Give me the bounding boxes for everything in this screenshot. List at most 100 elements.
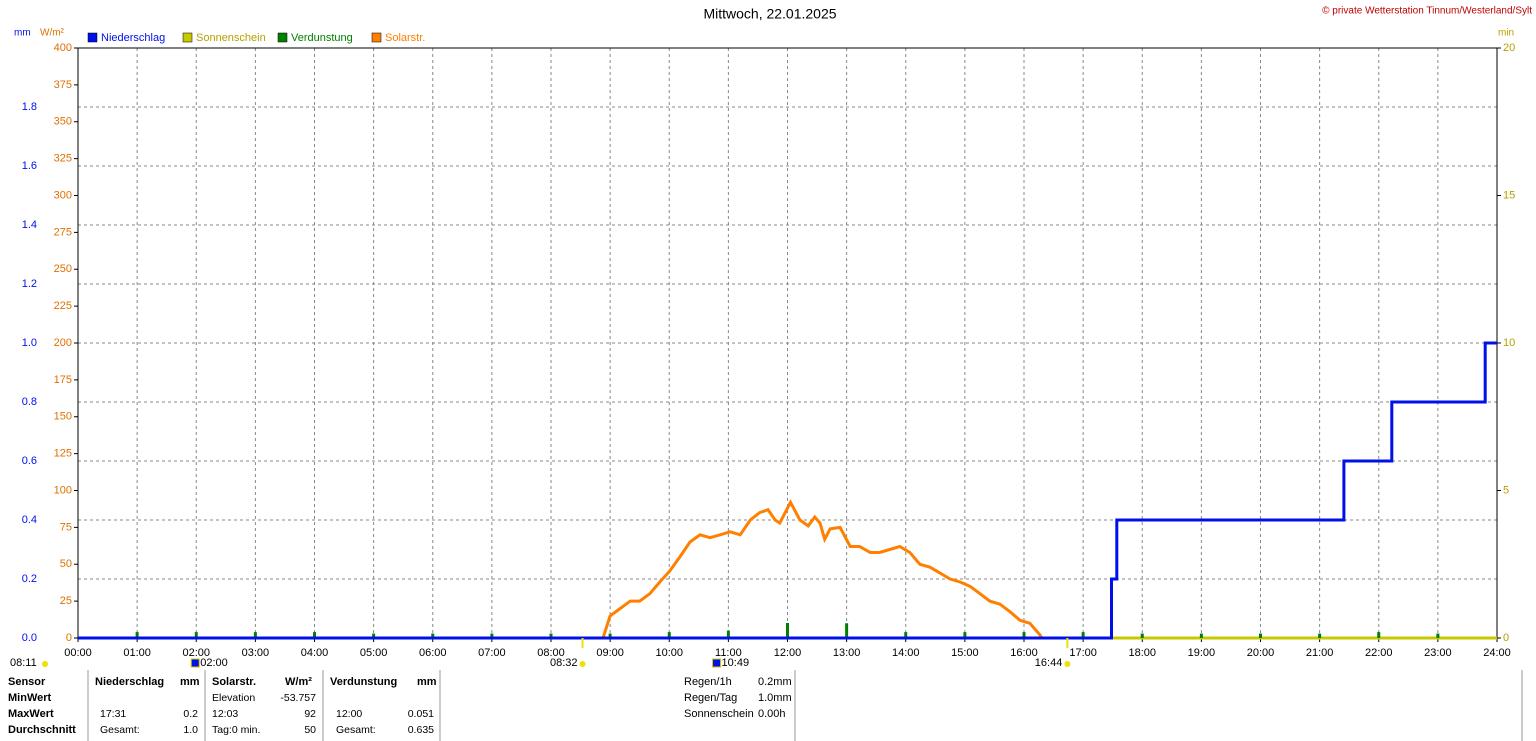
x-tick-label: 13:00 [833,647,861,659]
y2-tick-label: 0 [66,632,72,644]
chart-title: Mittwoch, 22.01.2025 [703,6,836,22]
y2-tick-label: 200 [54,337,72,349]
table-cell: -53.757 [280,692,316,704]
x-tick-label: 02:00 [182,647,210,659]
table-header: mm [180,676,200,688]
y2-tick-label: 25 [60,595,72,607]
x-tick-label: 06:00 [419,647,447,659]
legend-label: Verdunstung [291,32,353,44]
row-label: MinWert [8,692,52,704]
table-header: Solarstr. [212,676,256,688]
series-line [78,341,1497,640]
x-tick-label: 24:00 [1483,647,1511,659]
y2-tick-label: 375 [54,79,72,91]
x-tick-label: 20:00 [1247,647,1275,659]
y-tick-label: 1.0 [22,337,37,349]
table-cell: Gesamt: [336,724,376,736]
info-label: Regen/1h [684,676,732,688]
legend-label: Solarstr. [385,32,425,44]
legend-swatch [182,32,193,43]
marker-label: 02:00 [200,657,228,669]
y3-tick-label: 0 [1503,632,1509,644]
table-header: Sensor [8,676,46,688]
table-cell: Gesamt: [100,724,140,736]
info-value: 0.00h [758,708,786,720]
table-frame [87,670,1523,741]
moon-icon [712,658,722,668]
table-cell: 0.2 [183,708,198,720]
y-tick-label: 1.2 [22,278,37,290]
y2-tick-label: 75 [60,521,72,533]
y2-tick-label: 175 [54,374,72,386]
table-cell: 92 [304,708,316,720]
x-tick-label: 03:00 [242,647,270,659]
copyright: © private Wetterstation Tinnum/Westerlan… [1322,6,1532,17]
y2-tick-label: 250 [54,263,72,275]
table-header: W/m² [285,676,312,688]
x-tick-label: 09:00 [596,647,624,659]
table-cell: Elevation [212,692,255,704]
x-tick-label: 11:00 [715,647,742,659]
y2-tick-label: 100 [54,484,72,496]
legend-swatch [277,32,288,43]
x-tick-label: 16:00 [1010,647,1038,659]
x-tick-label: 05:00 [360,647,388,659]
legend-label: Sonnenschein [196,32,266,44]
x-tick-label: 10:00 [655,647,683,659]
y3-tick-label: 20 [1503,42,1515,54]
table-cell: 0.051 [408,708,434,720]
x-tick-label: 19:00 [1188,647,1216,659]
y2-unit: W/m² [40,28,65,39]
y2-tick-label: 350 [54,116,72,128]
y2-tick-label: 50 [60,558,72,570]
sun-icon [1064,661,1071,667]
x-tick-label: 22:00 [1365,647,1393,659]
x-tick-label: 12:00 [774,647,802,659]
table-cell: 1.0 [183,724,198,736]
x-tick-label: 14:00 [892,647,920,659]
y3-tick-label: 10 [1503,337,1515,349]
row-label: Durchschnitt [8,724,76,736]
x-tick-label: 07:00 [478,647,506,659]
table-header: mm [417,676,437,688]
moon-icon [190,658,200,668]
table-cell: 12:03 [212,708,238,720]
table-header: Verdunstung [330,676,397,688]
y3-unit: min [1498,28,1514,39]
table-cell: Tag:0 min. [212,724,260,736]
y-tick-label: 0.4 [22,514,37,526]
legend-label: Niederschlag [101,32,165,44]
y-tick-label: 0.2 [22,573,37,585]
y2-tick-label: 400 [54,42,72,54]
sun-icon [579,661,586,667]
y-tick-label: 1.6 [22,160,37,172]
table-cell: 50 [304,724,316,736]
x-tick-label: 01:00 [123,647,151,659]
y2-tick-label: 325 [54,153,72,165]
y-tick-label: 0.0 [22,632,37,644]
x-tick-label: 04:00 [301,647,329,659]
y2-tick-label: 275 [54,226,72,238]
y-tick-label: 0.8 [22,396,37,408]
marker-label: 08:32 [550,657,578,669]
x-tick-label: 18:00 [1128,647,1156,659]
info-label: Regen/Tag [684,692,737,704]
day-length: 08:11 [10,657,37,669]
y2-tick-label: 150 [54,411,72,423]
x-tick-label: 17:00 [1069,647,1097,659]
marker-label: 16:44 [1035,657,1063,669]
sun-icon [42,661,48,667]
x-tick-label: 15:00 [951,647,979,659]
series-line [601,499,1044,639]
x-tick-label: 23:00 [1424,647,1452,659]
y2-tick-label: 300 [54,189,72,201]
info-value: 0.2mm [758,676,792,688]
marker-label: 10:49 [722,657,750,669]
y-unit: mm [14,28,31,39]
y2-tick-label: 225 [54,300,72,312]
legend-swatch [87,32,98,43]
x-tick-label: 08:00 [537,647,565,659]
table-cell: 12:00 [336,708,362,720]
